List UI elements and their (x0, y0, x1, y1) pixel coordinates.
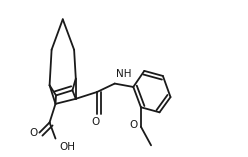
Text: NH: NH (116, 68, 132, 78)
Text: O: O (91, 117, 99, 127)
Text: OH: OH (59, 142, 75, 152)
Text: O: O (30, 128, 38, 138)
Text: O: O (129, 120, 138, 130)
